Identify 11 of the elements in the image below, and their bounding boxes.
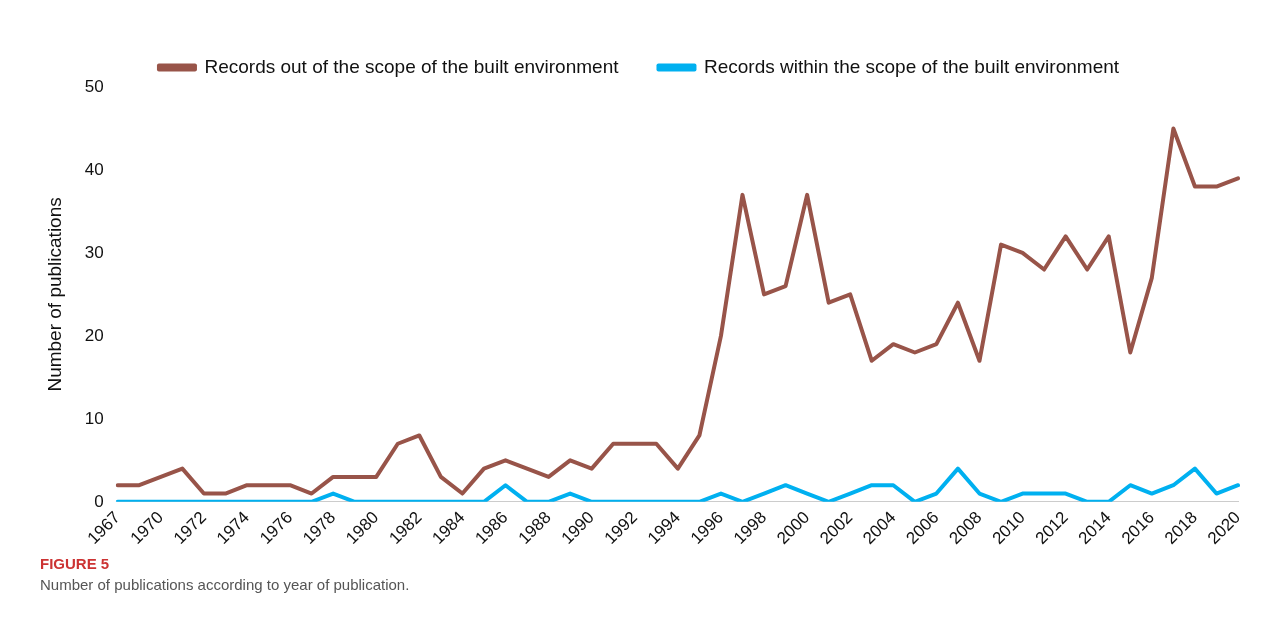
legend-label: Records out of the scope of the built environment: [204, 55, 620, 77]
y-tick-label: 50: [84, 76, 104, 96]
caption: FIGURE 5: [40, 555, 111, 572]
y-tick-label: 40: [84, 159, 104, 179]
legend-label: Records within the scope of the built environment: [703, 55, 1120, 77]
y-tick-label: 20: [84, 325, 104, 345]
y-axis-title: Number of publications: [43, 197, 65, 392]
text: Number of publications according to year of publication.: [40, 576, 411, 593]
y-tick-label: 0: [94, 491, 104, 511]
y-tick-label: 30: [84, 242, 104, 262]
y-tick-label: 10: [84, 408, 104, 428]
